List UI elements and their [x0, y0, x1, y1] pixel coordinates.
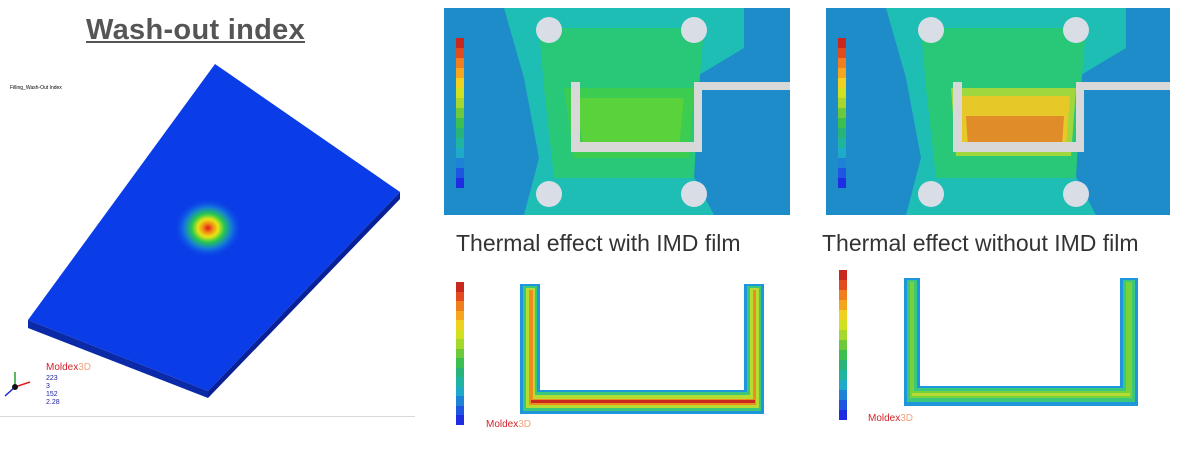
axis-triad-icon — [4, 372, 31, 397]
color-legend — [456, 38, 464, 188]
thermal-panel-without-film — [826, 8, 1170, 215]
caption-with-film: Thermal effect with IMD film — [456, 230, 741, 256]
color-legend — [456, 282, 464, 425]
u-section-without-film — [904, 278, 1138, 406]
moldex-logo: Moldex3D — [868, 413, 914, 424]
divider-line — [0, 416, 415, 417]
result-label: Filling_Wash-Out Index — [10, 85, 62, 91]
washout-plate-render — [28, 64, 400, 398]
moldex-logo: Moldex3D — [486, 419, 532, 430]
moldex-logo: Moldex3D — [46, 362, 92, 373]
u-section-with-film — [520, 284, 764, 414]
page-title: Wash-out index — [86, 14, 306, 46]
color-legend — [838, 38, 846, 188]
plate-side-edge — [208, 192, 400, 398]
plate-front-edge — [28, 320, 208, 398]
view-values: 223 3 152 2.28 — [46, 375, 60, 406]
thermal-panel-with-film — [444, 8, 790, 215]
color-legend — [839, 270, 847, 422]
caption-without-film: Thermal effect without IMD film — [822, 230, 1139, 256]
hot-spot — [174, 198, 242, 258]
